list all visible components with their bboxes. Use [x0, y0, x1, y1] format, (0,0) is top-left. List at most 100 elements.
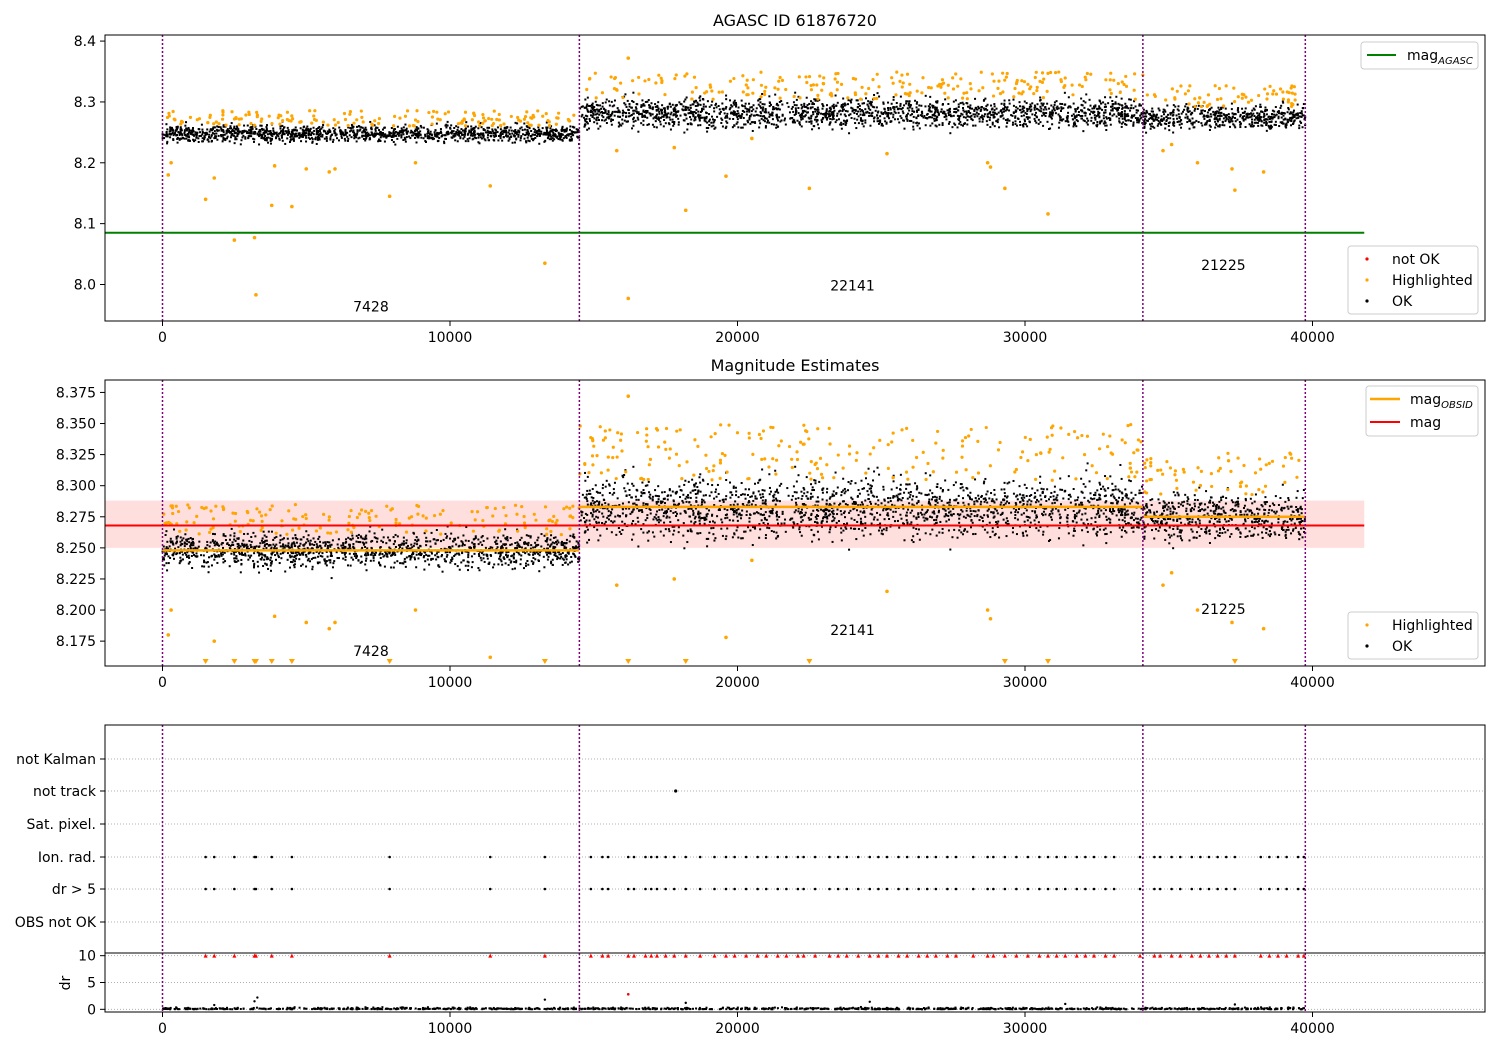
ok-point [1125, 119, 1128, 122]
ok-point [477, 543, 480, 546]
ok-point [1208, 119, 1211, 122]
ok-point [195, 135, 198, 138]
ok-point [265, 547, 268, 550]
ok-point [373, 552, 376, 555]
ok-point [184, 133, 187, 136]
ok-point [480, 137, 483, 140]
ok-point [346, 564, 349, 567]
ok-point [1104, 124, 1107, 127]
ok-point [759, 101, 762, 104]
ok-point [424, 540, 427, 543]
ok-point [898, 121, 901, 124]
ok-point [516, 544, 519, 547]
ok-point [1222, 117, 1225, 120]
ok-point [1265, 129, 1268, 132]
ok-point [908, 106, 911, 109]
ok-point [810, 122, 813, 125]
ok-point [726, 112, 729, 115]
ok-point [363, 542, 366, 545]
ok-point [1214, 117, 1217, 120]
ok-point [1238, 121, 1241, 124]
ok-point [195, 134, 198, 137]
ok-point [273, 545, 276, 548]
ok-point [527, 534, 530, 537]
ok-point [915, 122, 918, 125]
ok-point [977, 105, 980, 108]
ok-point [281, 136, 284, 139]
ok-point [832, 107, 835, 110]
ok-point [677, 123, 680, 126]
ok-point [377, 561, 380, 564]
highlighted-point [877, 85, 881, 89]
ok-point [1149, 127, 1152, 130]
ok-point [254, 125, 257, 128]
ok-point [735, 112, 738, 115]
ok-point [302, 134, 305, 137]
highlighted-point [1268, 84, 1272, 89]
ok-point [1304, 116, 1307, 119]
ok-point [289, 133, 292, 136]
ok-point [974, 106, 977, 109]
ok-point [1220, 106, 1223, 109]
ok-point [1265, 113, 1268, 116]
highlighted-point [1084, 78, 1088, 82]
highlighted-point [1017, 91, 1021, 95]
highlighted-point [977, 89, 981, 93]
clipped-content [105, 394, 1365, 664]
ok-point [171, 542, 174, 545]
ok-point [390, 135, 393, 138]
ok-point [464, 564, 467, 567]
ok-point [370, 127, 373, 130]
ok-point [1232, 123, 1235, 126]
ok-point [537, 126, 540, 129]
ok-point [1157, 107, 1160, 110]
ok-point [341, 131, 344, 134]
ok-point [590, 109, 593, 112]
ok-point [1296, 103, 1299, 106]
ok-point [532, 561, 535, 564]
highlighted-point [1206, 93, 1211, 97]
ok-point [784, 117, 787, 120]
ok-point [864, 121, 867, 124]
ok-point [1143, 112, 1146, 115]
ok-point [748, 108, 751, 111]
ok-point [642, 123, 645, 126]
ok-point [1195, 119, 1198, 122]
ok-point [474, 536, 477, 539]
ok-point [778, 108, 781, 111]
ok-point [463, 131, 466, 134]
ok-point [1245, 116, 1248, 119]
ok-point [1004, 119, 1007, 122]
ok-point [530, 137, 533, 140]
highlighted-point [568, 119, 572, 123]
ok-point [792, 101, 795, 104]
ok-point [1134, 105, 1137, 108]
ok-point [1031, 102, 1034, 105]
ok-point [1140, 112, 1143, 115]
ok-point [304, 553, 307, 556]
ok-point [903, 127, 906, 130]
ok-point [1003, 99, 1006, 102]
ok-point [513, 134, 516, 137]
highlighted-point [900, 85, 904, 89]
ok-point [1122, 121, 1125, 124]
ok-point [586, 96, 589, 99]
ok-point [426, 132, 429, 135]
ok-point [445, 138, 448, 141]
ok-point [1260, 110, 1263, 113]
ok-point [901, 110, 904, 113]
ok-point [283, 126, 286, 129]
ok-point [559, 553, 562, 556]
ok-point [545, 128, 548, 131]
ok-point [264, 543, 267, 546]
ok-point [658, 112, 661, 115]
ok-point [236, 545, 239, 548]
highlighted-point [1059, 78, 1063, 82]
ok-point [1295, 112, 1298, 115]
ok-point [857, 122, 860, 125]
ok-point [752, 104, 755, 107]
ok-point [514, 128, 517, 131]
ok-point [723, 112, 726, 115]
highlighted-point [310, 121, 314, 125]
ok-point [867, 100, 870, 103]
